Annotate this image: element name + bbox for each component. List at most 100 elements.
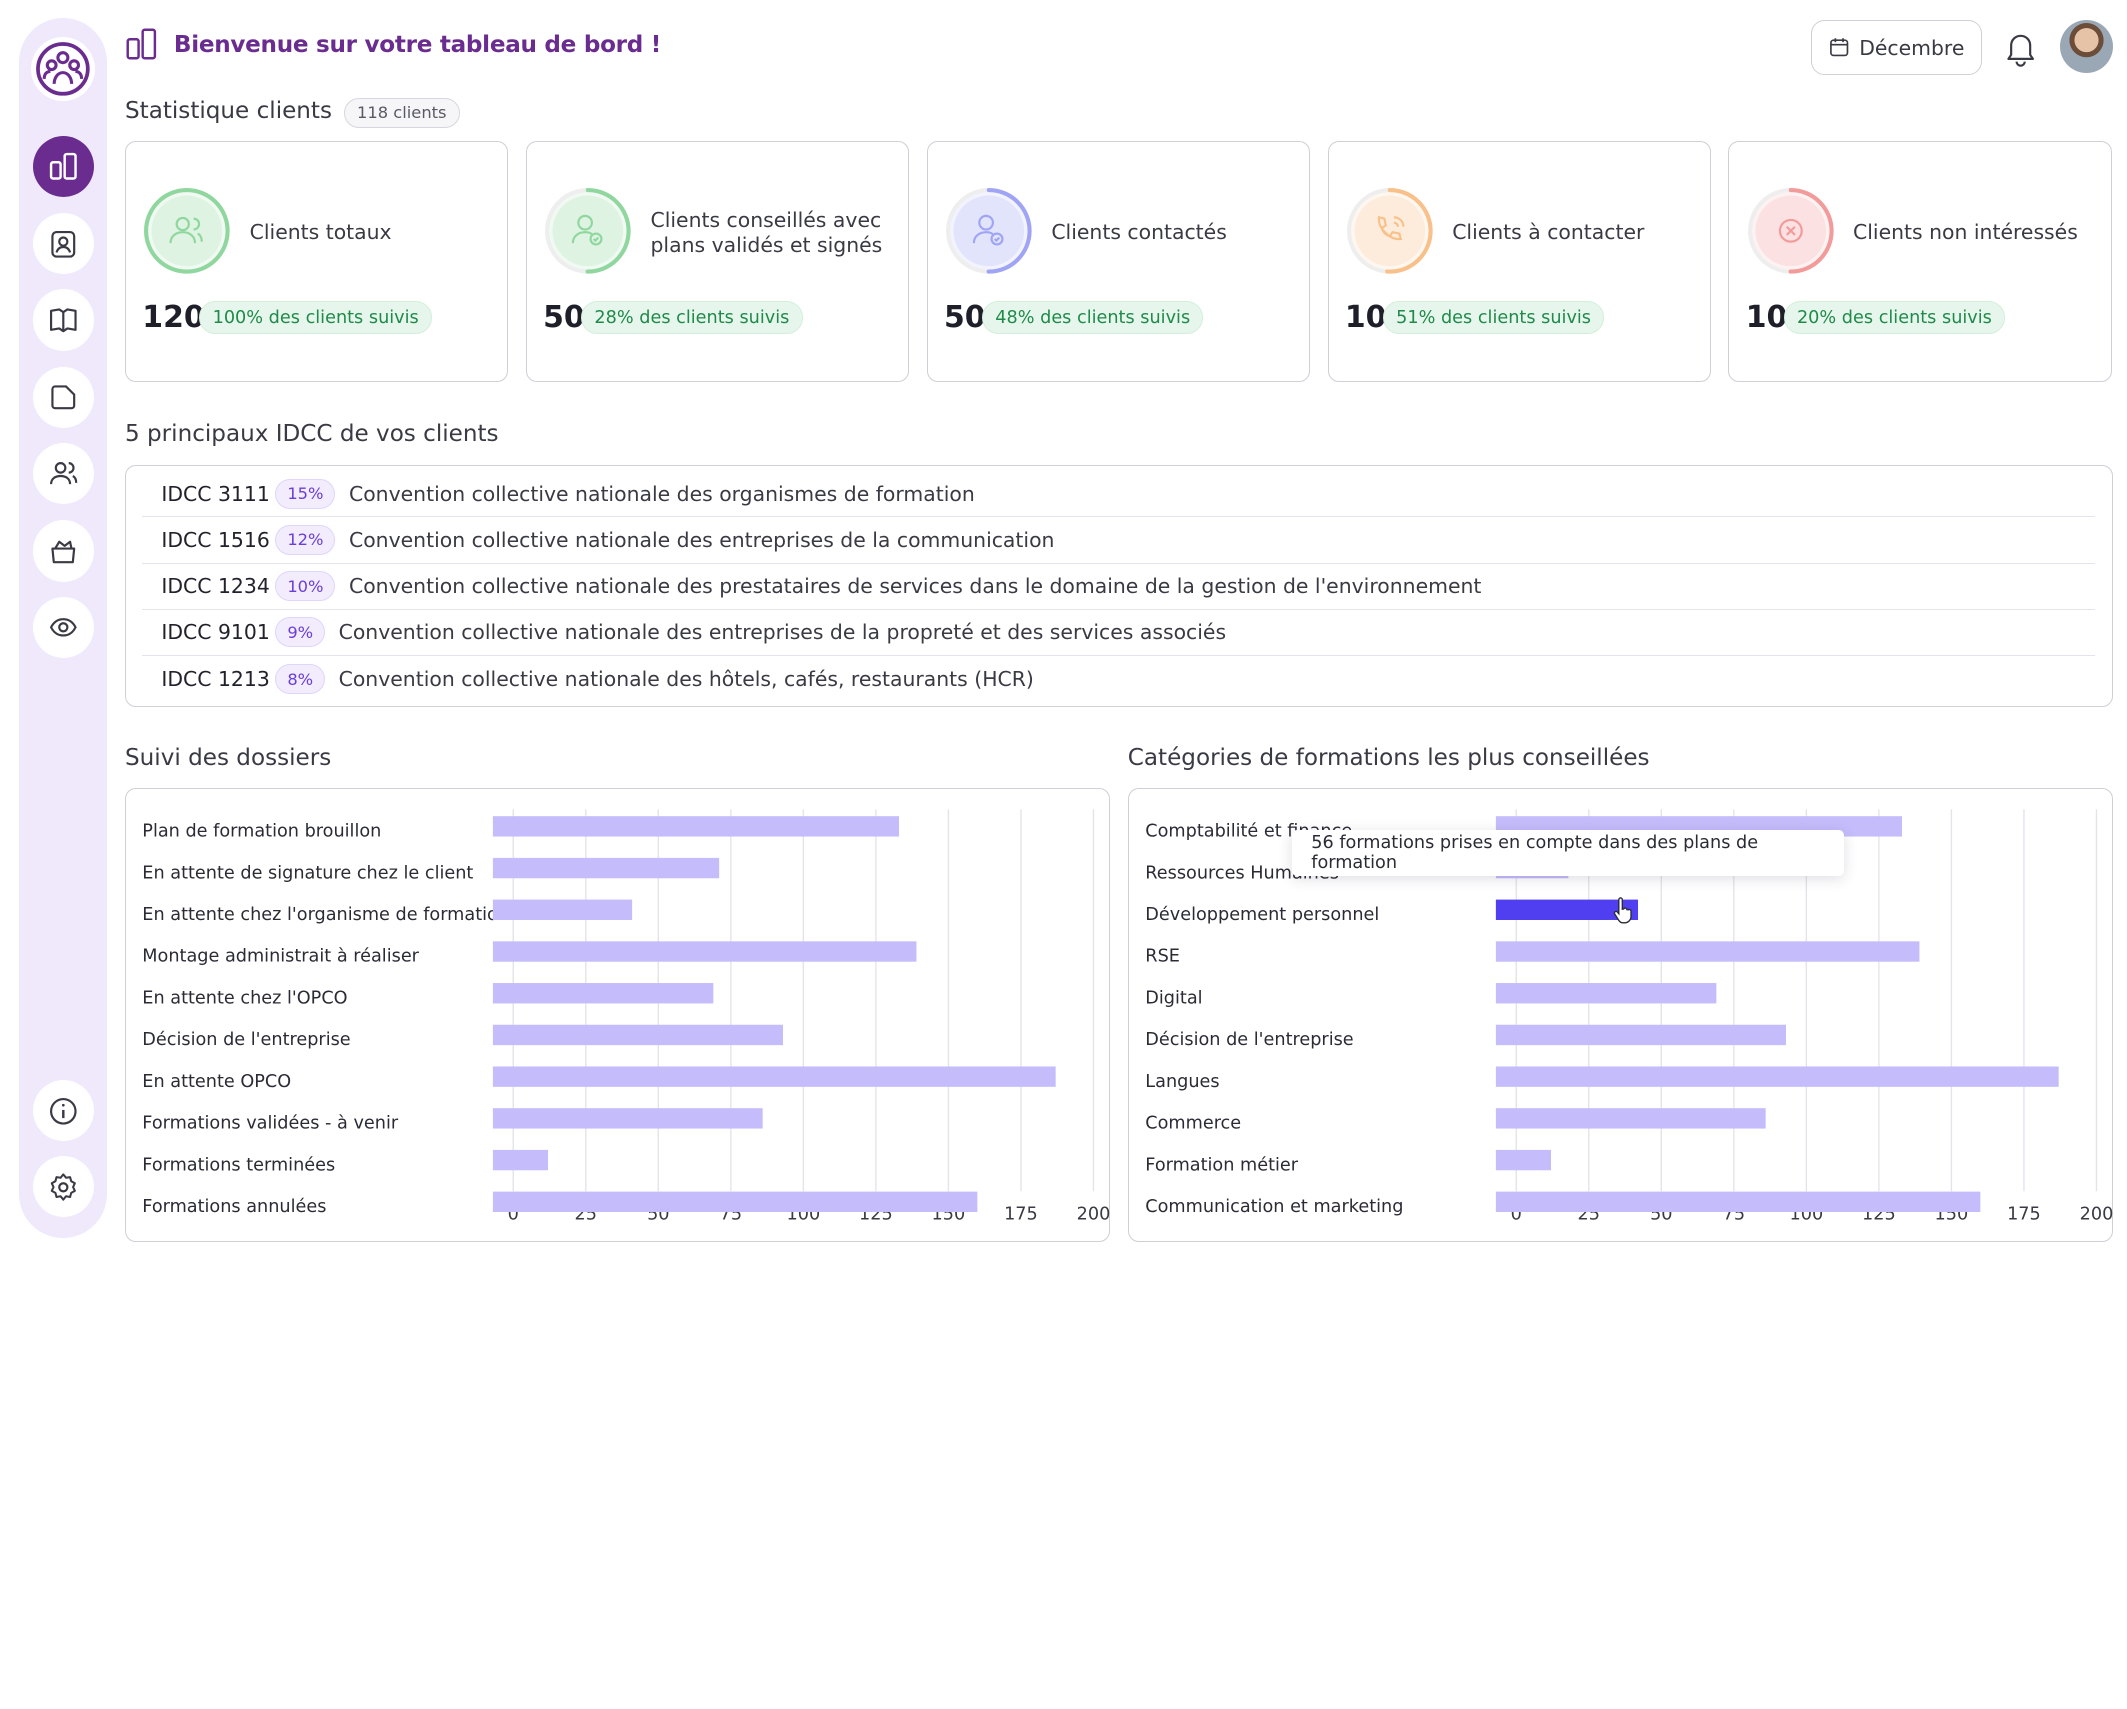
x-tick-label: 0 <box>508 1205 519 1225</box>
bar[interactable] <box>1495 899 1638 921</box>
card-percentage-badge: 48% des clients suivis <box>982 301 1204 334</box>
user-avatar[interactable] <box>2059 20 2113 74</box>
sidebar-item-catalog[interactable] <box>32 289 94 351</box>
page-title: Bienvenue sur votre tableau de bord ! <box>173 31 662 58</box>
bar[interactable] <box>492 1149 548 1171</box>
sidebar-item-training[interactable] <box>32 520 94 582</box>
category-label: En attente chez l'OPCO <box>142 989 347 1009</box>
bar[interactable] <box>1495 983 1717 1004</box>
bar[interactable] <box>1495 1191 1981 1213</box>
bar[interactable] <box>492 1024 783 1046</box>
category-label: RSE <box>1145 947 1180 967</box>
phone-icon <box>1377 215 1405 240</box>
bar[interactable] <box>1495 1108 1766 1129</box>
idcc-section-title: 5 principaux IDCC de vos clients <box>125 421 499 448</box>
notification-bell-icon[interactable] <box>2003 29 2038 67</box>
folder-icon <box>51 385 76 410</box>
x-tick-label: 0 <box>1510 1205 1521 1225</box>
card-label: Clients non intéressés <box>1853 219 2078 244</box>
category-label: Formations terminées <box>142 1155 335 1175</box>
sidebar-item-contacts[interactable] <box>32 213 94 275</box>
card-value: 10 <box>1745 299 1788 335</box>
card-label: Clients totaux <box>249 219 392 244</box>
contact-card-icon <box>51 230 76 258</box>
sidebar-item-dashboard[interactable] <box>32 135 94 197</box>
calendar-icon <box>1830 38 1849 57</box>
card-label: Clients contactés <box>1051 219 1227 244</box>
idcc-row[interactable]: IDCC 3111 15% Convention collective nation… <box>142 471 2095 518</box>
dossiers-chart: 0 25 50 75 100 125 150 175 200 Plan de formation … <box>125 788 1110 1242</box>
category-label: En attente chez l'organisme de formation <box>142 905 509 925</box>
idcc-row[interactable]: IDCC 9101 9% Convention collective nationa… <box>142 610 2095 656</box>
bar[interactable] <box>492 1108 763 1129</box>
bar[interactable] <box>1495 1066 2059 1087</box>
x-tick-label: 200 <box>1077 1205 1111 1225</box>
bar[interactable] <box>492 941 917 962</box>
x-tick-label: 200 <box>2079 1205 2113 1225</box>
month-selector-button[interactable]: Décembre <box>1811 20 1983 75</box>
category-label: Digital <box>1145 989 1202 1009</box>
idcc-code: IDCC 1516 <box>161 527 270 552</box>
x-tick-label: 175 <box>1004 1205 1038 1225</box>
bar[interactable] <box>492 983 714 1004</box>
left-chart-title: Suivi des dossiers <box>125 744 332 771</box>
category-label: Montage administrait à réaliser <box>142 947 419 967</box>
bar[interactable] <box>492 857 720 879</box>
user-check-icon <box>571 214 603 246</box>
client-stat-card[interactable]: Clients à contacter 10 51% des clients sui… <box>1327 141 1711 382</box>
right-chart-title: Catégories de formations les plus consei… <box>1127 744 1650 771</box>
users-icon <box>49 462 78 485</box>
card-percentage-badge: 100% des clients suivis <box>199 301 432 334</box>
category-label: Décision de l'entreprise <box>1145 1030 1353 1050</box>
app-logo[interactable] <box>31 36 96 101</box>
category-label: En attente OPCO <box>142 1072 291 1092</box>
user-check-icon <box>972 214 1004 246</box>
card-label: Clients à contacter <box>1452 219 1645 244</box>
category-label: Communication et marketing <box>1145 1197 1403 1217</box>
bar[interactable] <box>492 1191 978 1213</box>
category-label: Commerce <box>1145 1114 1241 1134</box>
bar[interactable] <box>492 899 633 921</box>
idcc-code: IDCC 1234 <box>161 574 270 599</box>
client-stat-card[interactable]: Clients contactés 50 48% des clients suivi… <box>926 141 1310 382</box>
category-label: Décision de l'entreprise <box>142 1030 350 1050</box>
category-label: Formations annulées <box>142 1197 326 1217</box>
idcc-row[interactable]: IDCC 1213 8% Convention collective nationa… <box>142 656 2095 702</box>
progress-ring <box>545 187 631 274</box>
open-book-icon <box>49 308 77 332</box>
page-header: Bienvenue sur votre tableau de bord ! <box>125 27 661 62</box>
client-stat-card[interactable]: Clients conseillés avec plans validés et… <box>525 141 910 382</box>
sidebar-item-info[interactable] <box>32 1080 94 1142</box>
bar[interactable] <box>1495 1024 1786 1046</box>
idcc-row[interactable]: IDCC 1516 12% Convention collective nation… <box>142 517 2095 564</box>
card-value: 10 <box>1344 299 1387 335</box>
bar[interactable] <box>1495 1149 1551 1171</box>
category-label: Ressources Humaines <box>1145 863 1339 883</box>
bar-tooltip: 56 formations prises en compte dans des … <box>1292 830 1844 877</box>
sidebar <box>19 17 108 1238</box>
category-label: Langues <box>1145 1072 1219 1092</box>
sidebar-item-documents[interactable] <box>32 366 94 428</box>
hand-cursor-icon <box>1613 897 1632 924</box>
client-stat-card[interactable]: Clients non intéressés 10 20% des clients … <box>1728 141 2112 382</box>
clients-count-badge: 118 clients <box>343 97 460 128</box>
idcc-description: Convention collective nationale des hôte… <box>338 667 1034 692</box>
idcc-code: IDCC 9101 <box>161 620 270 645</box>
users-icon <box>169 216 204 243</box>
bar[interactable] <box>492 1066 1056 1087</box>
bar[interactable] <box>1495 941 1920 962</box>
sidebar-item-monitoring[interactable] <box>32 596 94 658</box>
category-label: Développement personnel <box>1145 905 1379 925</box>
bar[interactable] <box>492 816 900 837</box>
close-circle-icon <box>1778 218 1803 243</box>
card-value: 50 <box>943 299 986 335</box>
sidebar-item-settings[interactable] <box>32 1156 94 1218</box>
dashboard-icon <box>49 152 77 180</box>
idcc-percentage-badge: 9% <box>275 617 326 648</box>
card-percentage-badge: 20% des clients suivis <box>1783 301 2006 334</box>
idcc-row[interactable]: IDCC 1234 10% Convention collective nation… <box>142 564 2095 610</box>
client-stat-card[interactable]: Clients totaux 120 100% des clients suivis <box>125 141 509 382</box>
progress-ring <box>144 187 230 274</box>
sidebar-item-users[interactable] <box>32 442 94 505</box>
category-label: En attente de signature chez le client <box>142 863 473 883</box>
